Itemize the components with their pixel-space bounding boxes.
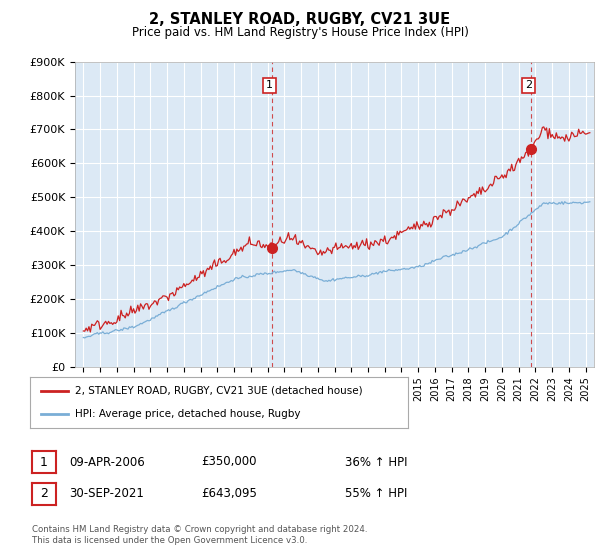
Text: 1: 1 <box>40 455 48 469</box>
Text: 36% ↑ HPI: 36% ↑ HPI <box>345 455 407 469</box>
Text: £350,000: £350,000 <box>201 455 257 469</box>
Text: 2, STANLEY ROAD, RUGBY, CV21 3UE (detached house): 2, STANLEY ROAD, RUGBY, CV21 3UE (detach… <box>76 386 363 396</box>
Text: Contains HM Land Registry data © Crown copyright and database right 2024.
This d: Contains HM Land Registry data © Crown c… <box>32 525 367 545</box>
Text: 1: 1 <box>266 80 273 90</box>
Text: Price paid vs. HM Land Registry's House Price Index (HPI): Price paid vs. HM Land Registry's House … <box>131 26 469 39</box>
Text: 2: 2 <box>525 80 532 90</box>
Text: 2: 2 <box>40 487 48 501</box>
Text: 09-APR-2006: 09-APR-2006 <box>69 455 145 469</box>
Text: 55% ↑ HPI: 55% ↑ HPI <box>345 487 407 501</box>
Text: HPI: Average price, detached house, Rugby: HPI: Average price, detached house, Rugb… <box>76 409 301 419</box>
Text: £643,095: £643,095 <box>201 487 257 501</box>
Text: 30-SEP-2021: 30-SEP-2021 <box>69 487 144 501</box>
Text: 2, STANLEY ROAD, RUGBY, CV21 3UE: 2, STANLEY ROAD, RUGBY, CV21 3UE <box>149 12 451 27</box>
